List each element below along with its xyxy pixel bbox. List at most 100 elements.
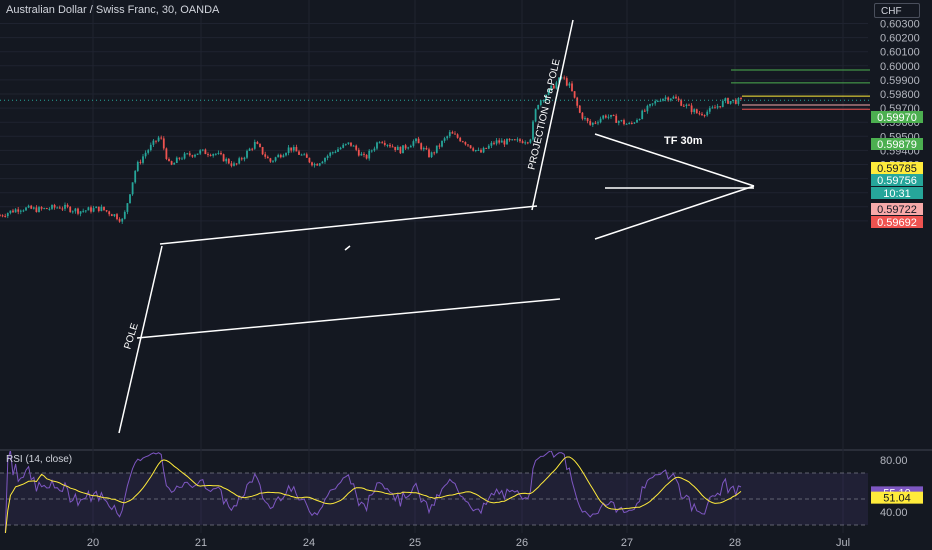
candle xyxy=(188,153,191,156)
x-tick-label: 20 xyxy=(87,537,99,549)
candle xyxy=(191,155,194,157)
candle xyxy=(251,148,254,150)
candle xyxy=(659,100,662,102)
candle xyxy=(56,207,59,209)
candle xyxy=(550,85,553,89)
candle xyxy=(27,205,30,208)
candle xyxy=(183,153,186,159)
candle xyxy=(266,156,269,159)
candle xyxy=(651,103,654,105)
price-axis: 0.60300 0.60200 0.60100 0.60000 0.59900 0.598… xyxy=(87,19,923,549)
candle xyxy=(438,145,441,147)
candle xyxy=(422,147,425,150)
candle xyxy=(703,115,706,117)
y-tick-label: 0.60000 xyxy=(880,61,920,73)
candle xyxy=(469,145,472,149)
candle xyxy=(615,115,618,123)
candle xyxy=(58,207,61,209)
candle xyxy=(129,194,131,204)
price-tag-label: 0.59756 xyxy=(877,175,917,187)
price-tag-label: 0.59722 xyxy=(877,204,917,216)
candle xyxy=(334,151,337,153)
candle xyxy=(721,100,724,107)
candle xyxy=(344,143,347,145)
candle xyxy=(472,148,475,151)
candle xyxy=(248,148,251,151)
price-tag xyxy=(871,174,923,186)
candle xyxy=(526,142,529,144)
candle xyxy=(409,145,412,148)
candle xyxy=(435,145,438,153)
candle xyxy=(170,161,173,165)
candle xyxy=(474,150,477,152)
candle xyxy=(264,154,267,157)
x-tick-label: 26 xyxy=(516,537,528,549)
candle xyxy=(727,98,729,104)
candle xyxy=(337,149,339,152)
candle xyxy=(272,160,274,162)
candle xyxy=(662,98,664,101)
candle xyxy=(714,107,716,109)
candle xyxy=(194,154,196,157)
candle xyxy=(602,115,605,119)
candle xyxy=(376,142,378,149)
candle xyxy=(664,97,667,99)
candle xyxy=(532,121,534,140)
candle xyxy=(339,147,342,150)
candle xyxy=(672,96,675,99)
pole-projection-line xyxy=(531,19,574,211)
candle xyxy=(656,101,659,103)
candle xyxy=(64,204,66,209)
candle xyxy=(558,77,560,83)
candle xyxy=(131,182,134,195)
candle xyxy=(173,162,176,165)
candle xyxy=(542,100,545,102)
candle xyxy=(0,215,1,217)
candle xyxy=(386,144,389,146)
candle xyxy=(209,154,212,156)
candle xyxy=(243,157,246,160)
candle xyxy=(230,163,233,166)
candle xyxy=(201,149,204,151)
candle xyxy=(225,158,228,162)
x-tick-label: 21 xyxy=(195,537,207,549)
candle xyxy=(110,214,113,217)
rsi-ma-line xyxy=(4,456,742,533)
candle xyxy=(9,210,12,214)
y-tick-label: 0.60100 xyxy=(880,47,920,59)
currency-button[interactable]: CHF xyxy=(874,3,920,18)
candle xyxy=(716,106,719,108)
candle xyxy=(628,123,631,125)
candle xyxy=(643,110,646,112)
candle xyxy=(433,152,436,154)
candle xyxy=(591,122,594,125)
candle xyxy=(682,105,685,107)
candle xyxy=(654,101,657,104)
candle xyxy=(326,155,329,159)
candle xyxy=(285,153,287,156)
candle xyxy=(604,115,607,118)
candle xyxy=(477,149,480,151)
candle xyxy=(217,152,220,154)
triangle-upper-line xyxy=(594,133,755,187)
triangle-lower-line xyxy=(594,185,755,240)
y-tick-label: 0.59800 xyxy=(880,89,920,101)
candle xyxy=(503,140,506,145)
candle xyxy=(149,144,152,151)
candle xyxy=(116,214,118,220)
rsi-title: RSI (14, close) xyxy=(6,454,73,465)
candle xyxy=(607,116,610,118)
candle xyxy=(539,100,542,105)
candle xyxy=(69,206,72,212)
pane-separator xyxy=(0,449,932,451)
candle xyxy=(415,138,417,142)
candle xyxy=(576,97,579,106)
candle xyxy=(45,208,48,210)
candle xyxy=(12,210,14,213)
candle xyxy=(212,154,215,156)
candle xyxy=(391,146,394,148)
candle xyxy=(568,83,571,86)
candle xyxy=(105,210,108,212)
candle xyxy=(355,145,358,150)
